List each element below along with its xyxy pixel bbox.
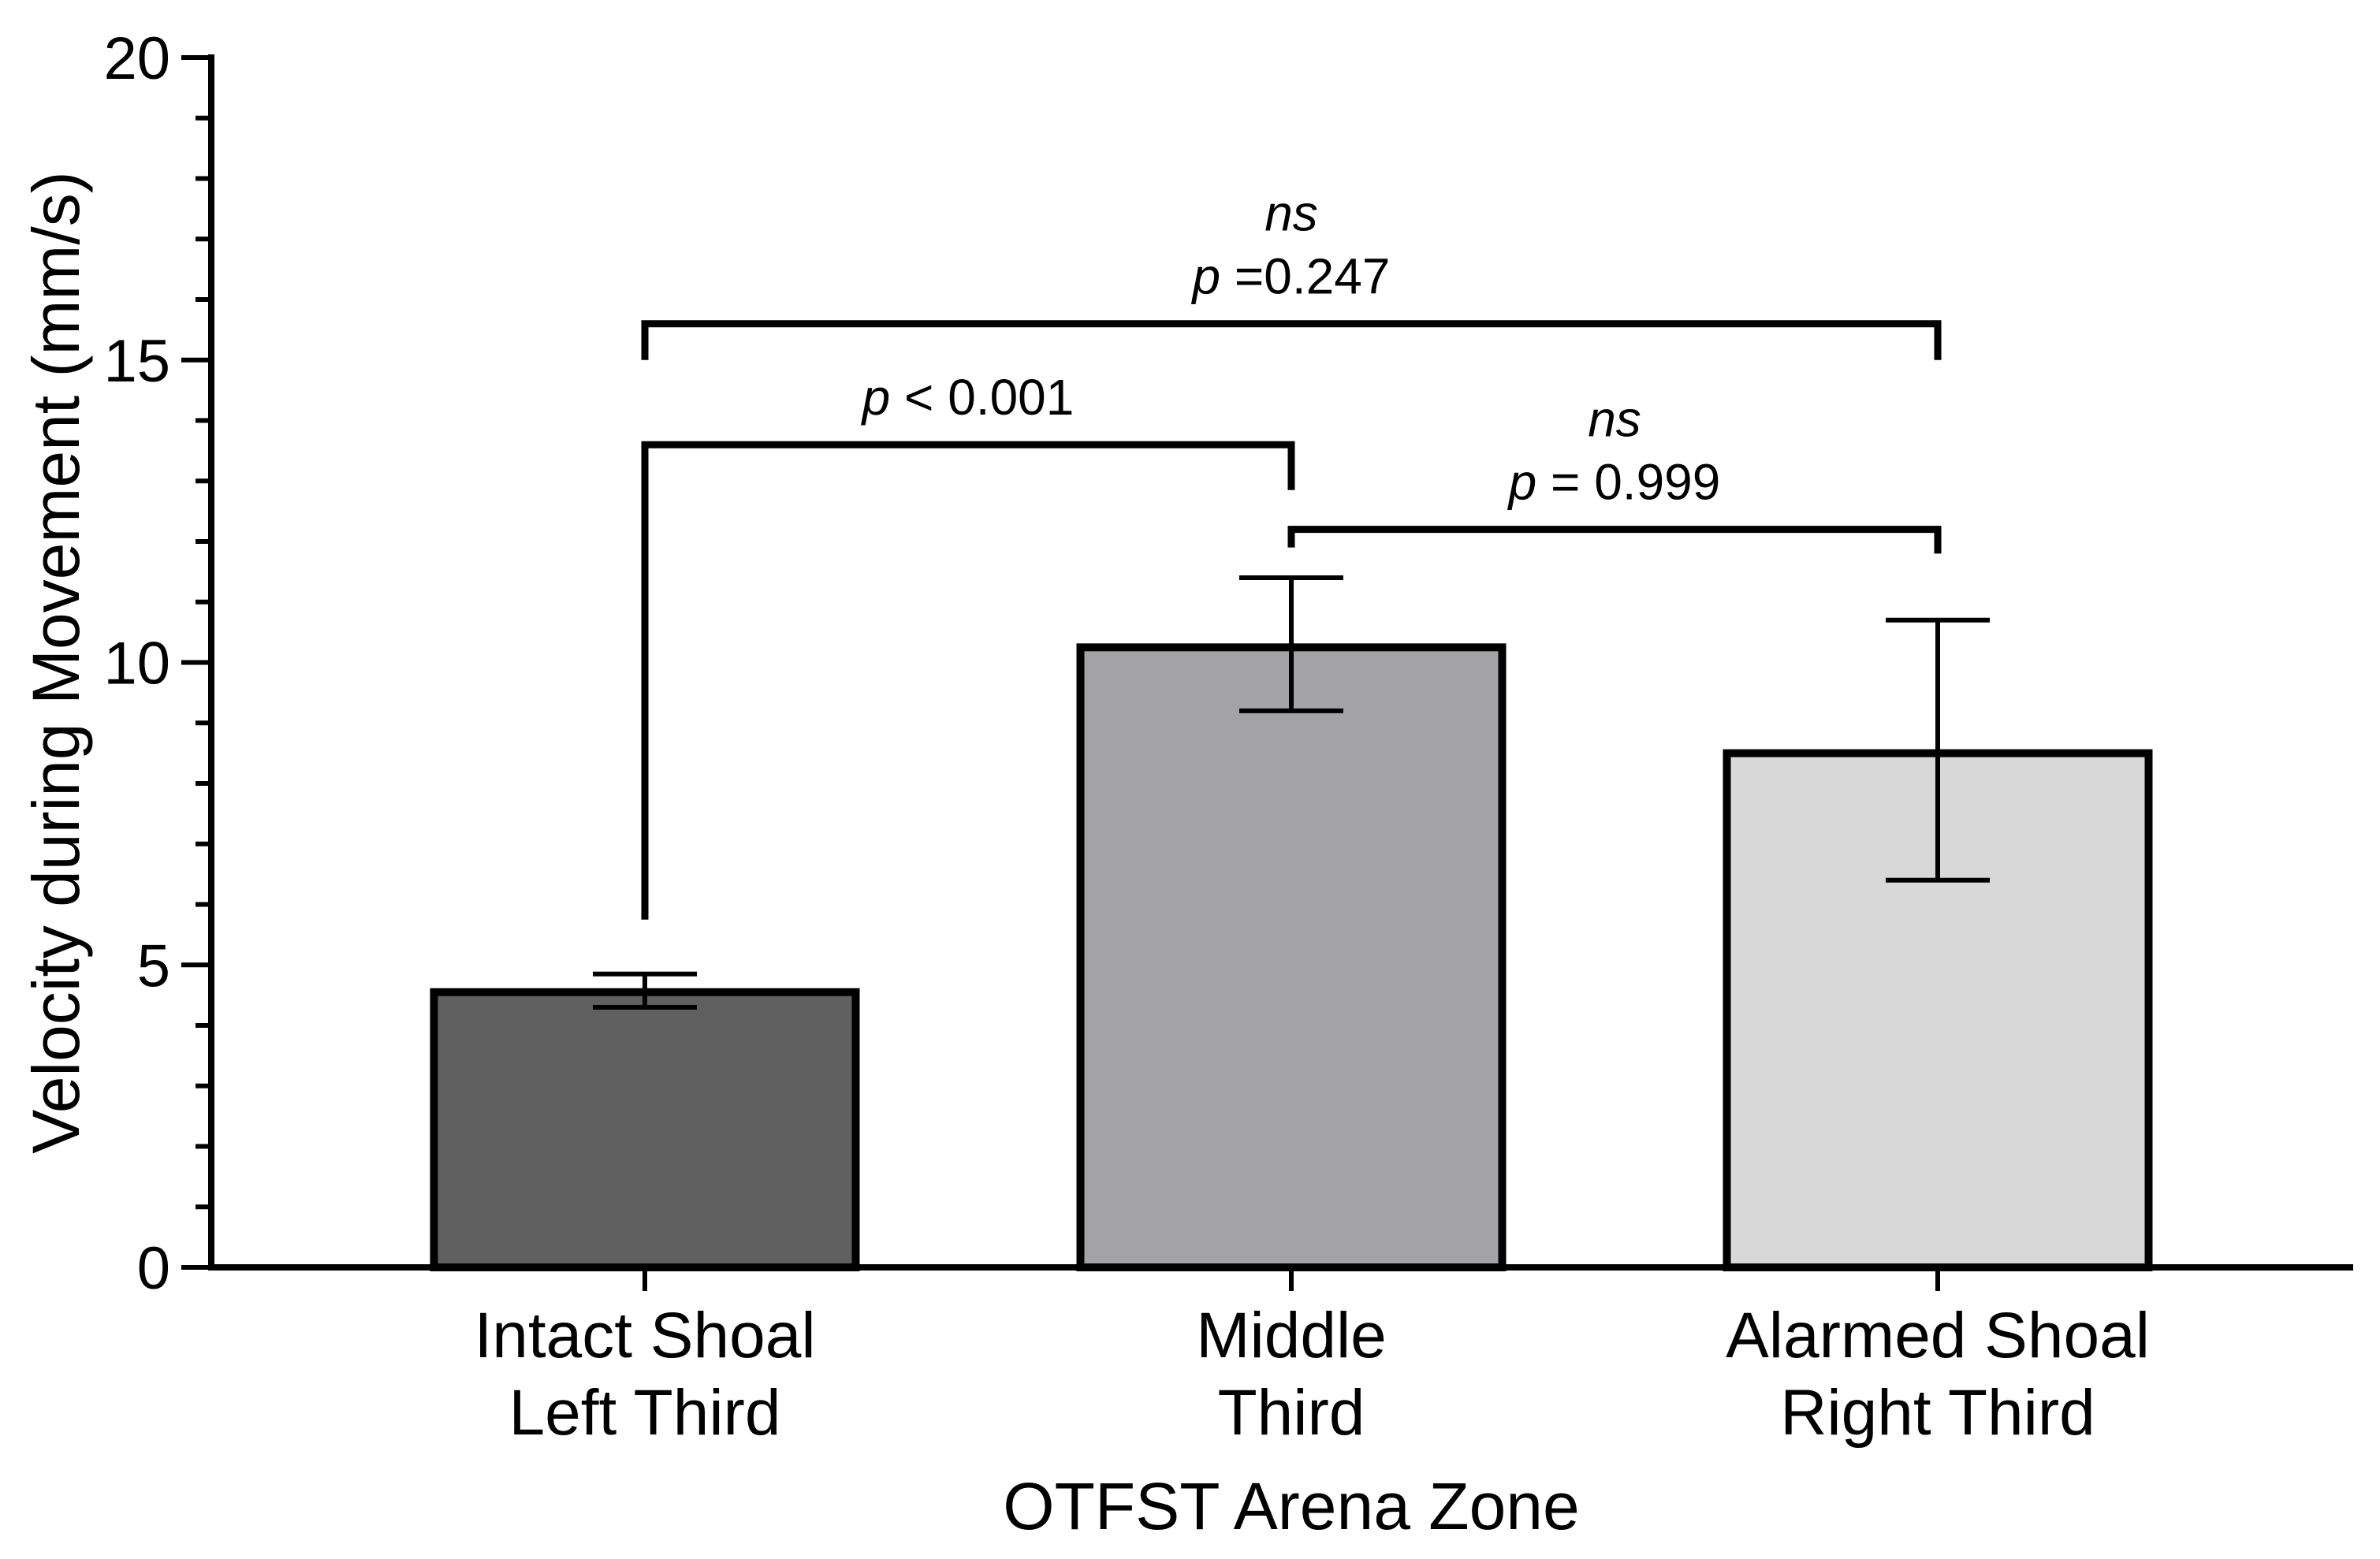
bar-2 (1076, 643, 1507, 1271)
y-tick-label: 15 (103, 328, 170, 395)
y-axis-title: Velocity during Movement (mm/s) (19, 171, 93, 1153)
x-tick-label: Alarmed Shoal (1726, 1300, 2150, 1371)
y-tick-label: 10 (103, 631, 170, 698)
bar-1 (430, 988, 860, 1271)
bars-group (430, 643, 2153, 1271)
x-tick-label: Left Third (509, 1377, 781, 1449)
y-tick-label: 0 (137, 1235, 170, 1302)
significance-group: p =0.247 ns p < 0.001 p = 0.999 ns (641, 185, 1942, 920)
x-axis-title: OTFST Arena Zone (1003, 1469, 1579, 1543)
p-value-label: p < 0.001 (861, 369, 1075, 426)
significance-bracket-2 (641, 441, 1295, 920)
p-value-label: p = 0.999 (1507, 454, 1721, 511)
x-tick-label: Intact Shoal (474, 1300, 815, 1371)
significance-bracket-1 (641, 320, 1942, 360)
error-bars-group (593, 575, 1990, 1010)
significance-bracket-3 (1287, 526, 1942, 554)
x-tick-label: Third (1218, 1377, 1365, 1449)
p-value-label: p =0.247 (1191, 248, 1391, 305)
x-tick-label: Right Third (1780, 1377, 2095, 1449)
x-tick-label: Middle (1196, 1300, 1387, 1371)
y-tick-label: 5 (137, 932, 170, 999)
ns-label: ns (1264, 185, 1318, 242)
y-tick-label: 20 (103, 25, 170, 92)
ns-label: ns (1588, 391, 1641, 448)
